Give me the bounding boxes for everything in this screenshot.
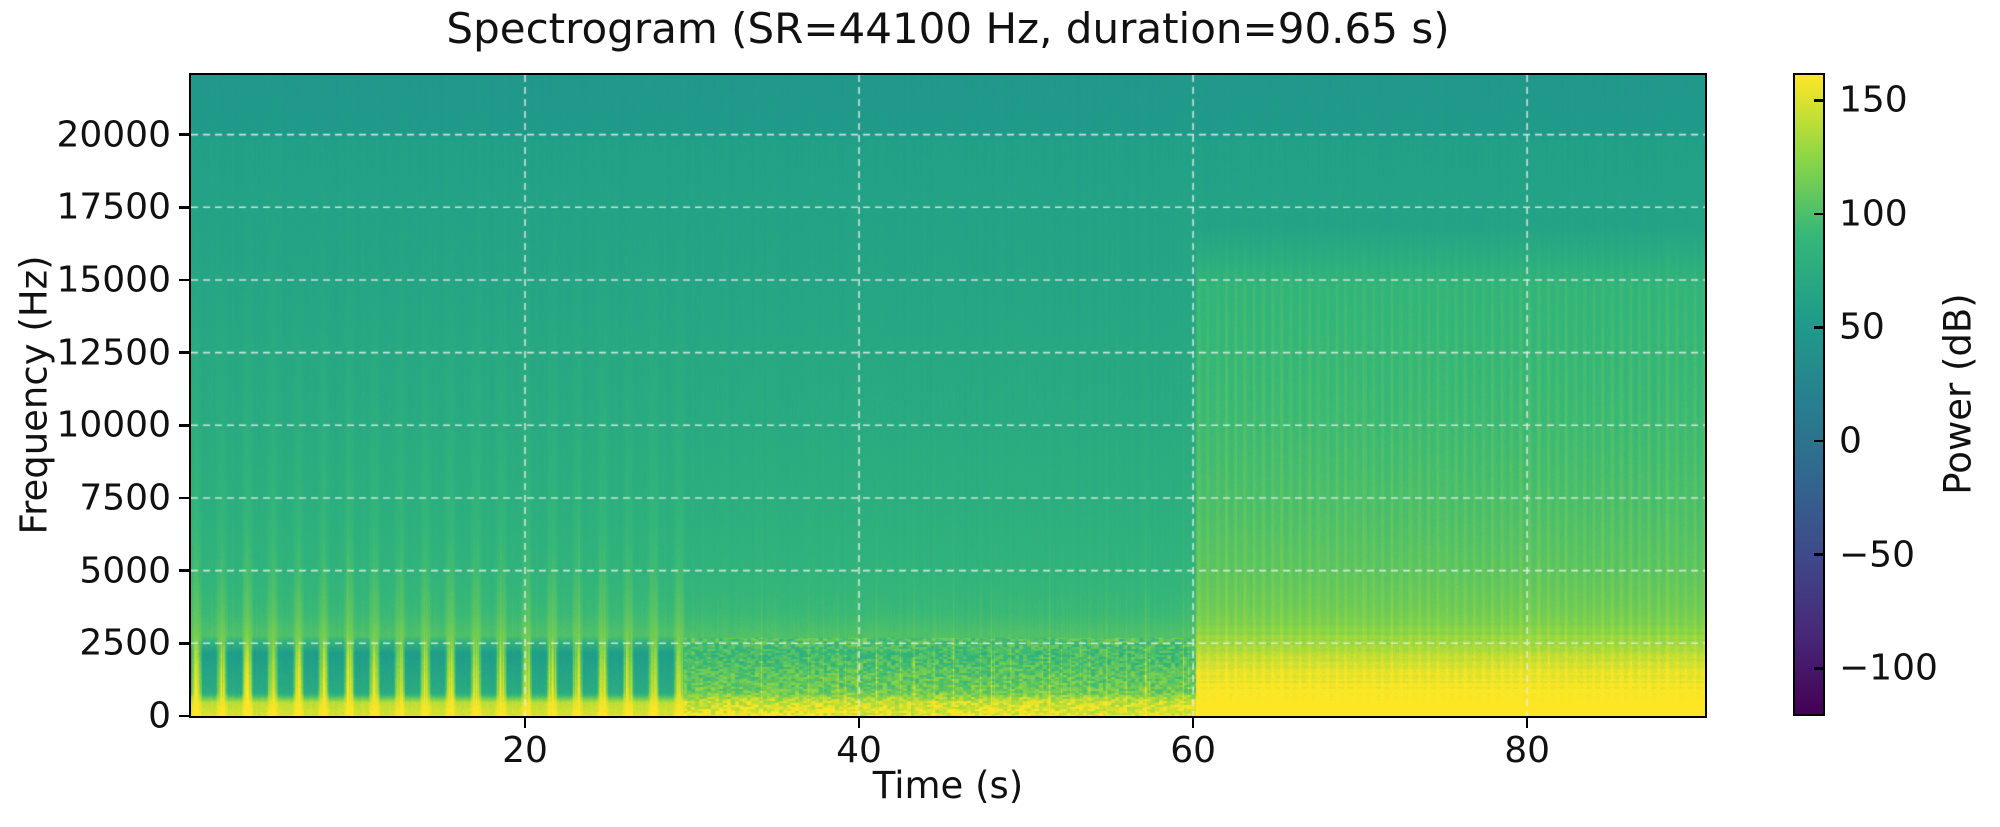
y-tick-mark — [179, 496, 191, 500]
x-tick-mark — [1525, 716, 1529, 728]
colorbar-tick-mark — [1814, 439, 1825, 443]
y-tick-mark — [179, 205, 191, 209]
y-tick-label: 5000 — [79, 550, 171, 592]
x-tick-label: 80 — [1504, 730, 1551, 771]
y-tick-label: 10000 — [56, 404, 171, 446]
x-tick-mark — [1191, 716, 1195, 728]
colorbar-tick-label: 150 — [1839, 79, 1908, 121]
colorbar-tick-mark — [1814, 666, 1825, 670]
x-tick-label: 60 — [1170, 730, 1216, 771]
colorbar-tick-label: −100 — [1839, 647, 1938, 689]
spectrogram-canvas — [191, 75, 1705, 716]
y-tick-label: 15000 — [56, 259, 171, 301]
colorbar-tick-label: −50 — [1839, 534, 1915, 576]
x-tick-label: 20 — [502, 730, 548, 771]
y-tick-mark — [179, 351, 191, 354]
chart-title: Spectrogram (SR=44100 Hz, duration=90.65… — [446, 4, 1450, 53]
colorbar-tick-mark — [1814, 326, 1825, 329]
colorbar-tick-label: 100 — [1839, 193, 1908, 235]
x-axis-label: Time (s) — [872, 764, 1024, 807]
y-tick-label: 7500 — [79, 477, 171, 519]
y-tick-mark — [179, 642, 191, 645]
x-tick-label: 40 — [836, 730, 882, 771]
colorbar-label: Power (dB) — [1936, 293, 1980, 495]
y-tick-label: 0 — [148, 695, 171, 737]
y-tick-label: 2500 — [79, 622, 171, 664]
colorbar-tick-mark — [1814, 98, 1825, 102]
y-tick-label: 20000 — [56, 114, 171, 156]
y-tick-mark — [179, 133, 191, 136]
colorbar — [1793, 73, 1825, 716]
colorbar-tick-label: 50 — [1839, 306, 1885, 348]
colorbar-tick-mark — [1814, 553, 1825, 556]
y-tick-label: 17500 — [56, 186, 171, 228]
y-tick-mark — [179, 714, 191, 718]
colorbar-tick-label: 0 — [1839, 420, 1862, 462]
y-tick-label: 12500 — [56, 332, 171, 374]
y-tick-mark — [179, 569, 191, 572]
plot-area — [189, 73, 1707, 718]
y-tick-mark — [179, 278, 191, 282]
x-tick-mark — [523, 716, 527, 728]
y-tick-mark — [179, 423, 191, 427]
x-tick-mark — [857, 716, 861, 728]
colorbar-tick-mark — [1814, 212, 1825, 216]
colorbar-gradient — [1793, 73, 1825, 716]
